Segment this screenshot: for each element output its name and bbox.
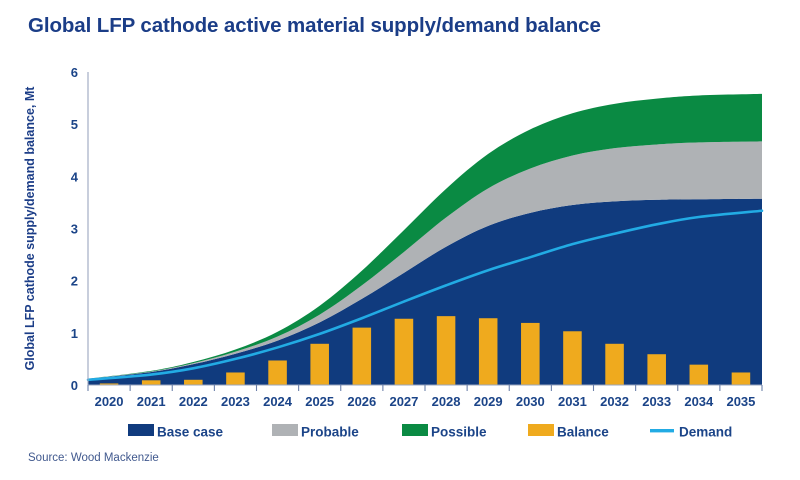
bar-balance-2020 bbox=[99, 383, 119, 385]
x-tick-label-2035: 2035 bbox=[726, 394, 755, 409]
legend-label: Base case bbox=[157, 425, 224, 440]
x-tick-label-2028: 2028 bbox=[432, 394, 461, 409]
y-tick-label: 2 bbox=[71, 274, 78, 289]
bar-balance-2024 bbox=[268, 360, 287, 385]
bar-balance-2031 bbox=[563, 331, 582, 385]
x-tick-label-2021: 2021 bbox=[137, 394, 166, 409]
bar-balance-2030 bbox=[521, 322, 540, 385]
legend-label: Possible bbox=[431, 425, 487, 440]
line-demand bbox=[86, 209, 764, 382]
x-tick-label-2032: 2032 bbox=[600, 394, 629, 409]
legend-swatch bbox=[402, 424, 428, 436]
x-tick-label-2025: 2025 bbox=[305, 394, 334, 409]
area-possible bbox=[88, 93, 762, 379]
x-tick-label-2031: 2031 bbox=[558, 394, 587, 409]
legend-item-probable[interactable]: Probable bbox=[272, 424, 359, 440]
bar-balance-2021 bbox=[141, 380, 161, 385]
x-tick-label-2024: 2024 bbox=[263, 394, 293, 409]
y-tick-label: 4 bbox=[71, 169, 79, 184]
chart-title: Global LFP cathode active material suppl… bbox=[28, 14, 601, 37]
bar-balance-2034 bbox=[689, 364, 709, 385]
x-tick-label-2029: 2029 bbox=[474, 394, 503, 409]
area-probable bbox=[88, 141, 762, 379]
y-tick-label: 6 bbox=[71, 65, 78, 80]
x-tick-label-2033: 2033 bbox=[642, 394, 671, 409]
area-base-case bbox=[88, 198, 762, 385]
legend-swatch bbox=[528, 424, 554, 436]
legend-label: Balance bbox=[557, 425, 609, 440]
y-tick-label: 5 bbox=[71, 117, 78, 132]
bar-balance-2027 bbox=[394, 318, 414, 385]
bar-balance-2022 bbox=[184, 379, 203, 385]
legend-swatch bbox=[272, 424, 298, 436]
bar-balance-2035 bbox=[731, 372, 751, 385]
legend-line-marker bbox=[650, 429, 674, 433]
legend-item-base-case[interactable]: Base case bbox=[128, 424, 224, 440]
x-tick-label-2027: 2027 bbox=[389, 394, 418, 409]
x-tick-label-2022: 2022 bbox=[179, 394, 208, 409]
y-tick-label: 3 bbox=[71, 222, 78, 237]
bar-balance-2028 bbox=[436, 316, 456, 385]
legend-item-demand[interactable]: Demand bbox=[650, 425, 732, 440]
bar-balance-2025 bbox=[310, 343, 329, 385]
legend-item-balance[interactable]: Balance bbox=[528, 424, 609, 440]
bar-balance-2032 bbox=[605, 343, 624, 385]
x-tick-label-2023: 2023 bbox=[221, 394, 250, 409]
legend-label: Probable bbox=[301, 425, 359, 440]
legend-label: Demand bbox=[679, 425, 732, 440]
x-tick-label-2030: 2030 bbox=[516, 394, 545, 409]
x-tick-label-2026: 2026 bbox=[347, 394, 376, 409]
x-tick-label-2020: 2020 bbox=[95, 394, 124, 409]
source-note: Source: Wood Mackenzie bbox=[28, 452, 159, 464]
bar-balance-2029 bbox=[478, 318, 498, 385]
bar-balance-2026 bbox=[352, 327, 372, 385]
legend-item-possible[interactable]: Possible bbox=[402, 424, 487, 440]
y-axis-title: Global LFP cathode supply/demand balance… bbox=[23, 86, 37, 371]
legend-swatch bbox=[128, 424, 154, 436]
y-tick-label: 0 bbox=[71, 378, 78, 393]
y-tick-label: 1 bbox=[71, 326, 78, 341]
x-tick-label-2034: 2034 bbox=[684, 394, 714, 409]
bar-balance-2023 bbox=[226, 372, 245, 385]
bar-balance-2033 bbox=[647, 354, 666, 385]
